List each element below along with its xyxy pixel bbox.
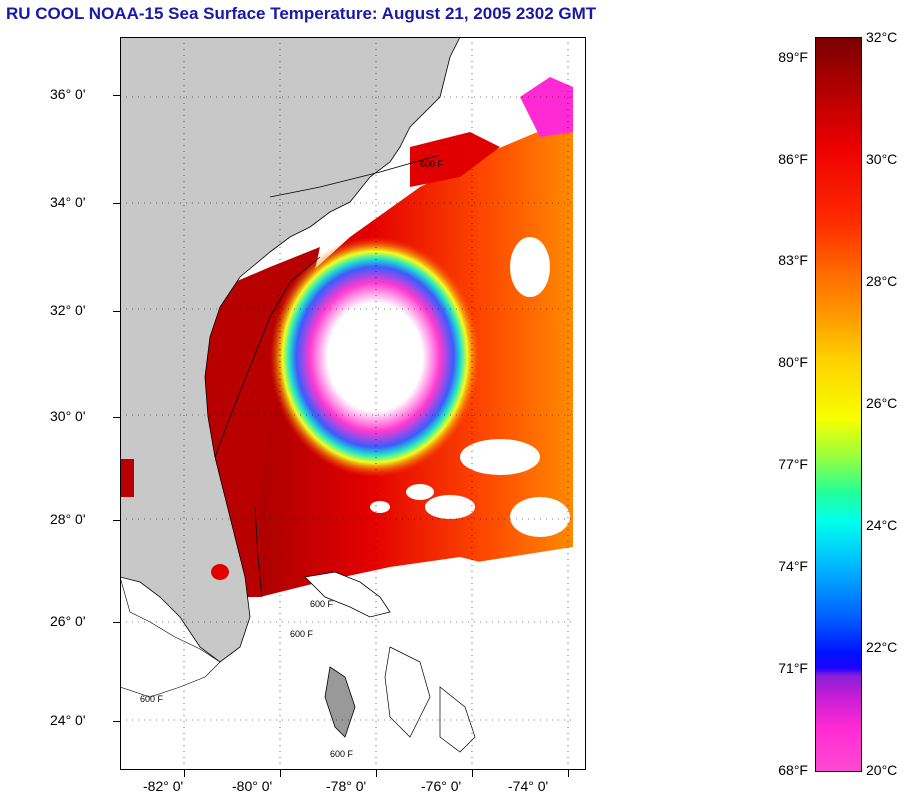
lon-tick [472,770,473,777]
colorbar-c-label: 20°C [866,762,898,778]
contour-label: 600 F [330,749,354,759]
colorbar-f-label: 89°F [778,49,808,65]
lon-tick [280,770,281,777]
colorbar-c-label: 22°C [866,639,898,655]
contour-label: 600 F [290,629,314,639]
colorbar-f-label: 71°F [778,660,808,676]
lat-label-28: 28° 0' [50,511,86,527]
lat-label-26: 26° 0' [50,613,86,629]
lat-tick [113,95,120,96]
sst-map: 600 F 600 F 600 F 600 F 600 F [120,37,573,770]
lon-tick [376,770,377,777]
contour-label: 600 F [140,694,164,704]
lat-label-36: 36° 0' [50,86,86,102]
contour-label: 600 F [310,599,334,609]
temperature-colorbar [815,37,862,772]
map-frame [120,37,586,770]
colorbar-c-label: 28°C [866,273,898,289]
colorbar-c-label: 32°C [866,29,898,45]
lat-label-30: 30° 0' [50,408,86,424]
lon-label-80: -80° 0' [232,778,273,794]
lat-label-24: 24° 0' [50,712,86,728]
colorbar-f-label: 80°F [778,354,808,370]
lat-tick [113,417,120,418]
lon-label-76: -76° 0' [421,778,462,794]
colorbar-f-label: 83°F [778,252,808,268]
lon-tick [568,770,569,777]
lon-label-74: -74° 0' [508,778,549,794]
lat-label-34: 34° 0' [50,194,86,210]
lat-tick [113,721,120,722]
lon-label-82: -82° 0' [143,778,184,794]
colorbar-f-label: 74°F [778,558,808,574]
sst-map-image: 600 F 600 F 600 F 600 F 600 F [120,37,573,770]
lat-tick [113,520,120,521]
colorbar-f-label: 68°F [778,762,808,778]
lon-tick [184,770,185,777]
lat-tick [113,203,120,204]
lat-label-32: 32° 0' [50,302,86,318]
lat-tick [113,622,120,623]
lat-tick [113,311,120,312]
colorbar-f-label: 86°F [778,151,808,167]
colorbar-c-label: 24°C [866,517,898,533]
colorbar-c-label: 26°C [866,395,898,411]
lon-label-78: -78° 0' [326,778,367,794]
map-title: RU COOL NOAA-15 Sea Surface Temperature:… [6,4,597,23]
contour-label: 600 F [420,159,444,169]
colorbar-c-label: 30°C [866,151,898,167]
colorbar-f-label: 77°F [778,456,808,472]
